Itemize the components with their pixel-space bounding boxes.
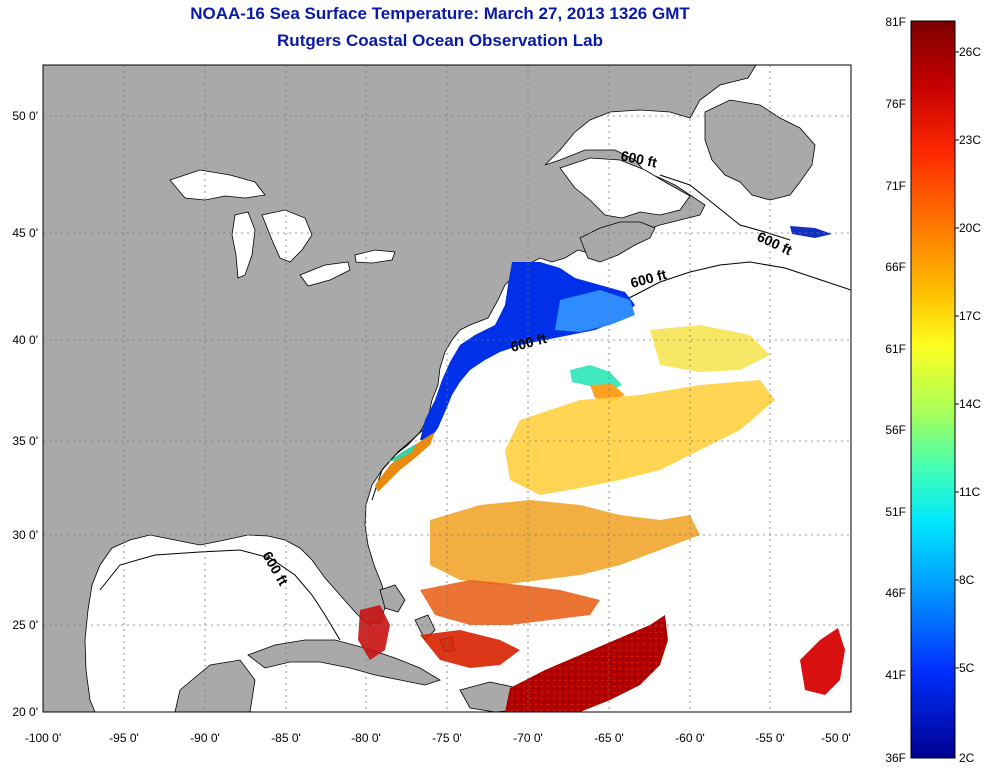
colorbar-f-label: 81F	[885, 15, 906, 29]
lake-superior	[169, 169, 266, 201]
land-newfoundland	[704, 99, 816, 201]
lat-tick-label: 35 0'	[12, 434, 38, 448]
land-cuba	[247, 639, 441, 686]
gulf-st-lawrence	[559, 157, 691, 219]
colorbar: 81F 76F 71F 66F 61F 56F 51F 46F 41F 36F …	[885, 15, 981, 765]
lake-erie	[299, 261, 351, 287]
sst-offshore-patches	[358, 325, 775, 668]
lon-tick-label: -70 0'	[513, 731, 543, 745]
lon-tick-label: -60 0'	[675, 731, 705, 745]
land-north-america	[43, 65, 757, 712]
colorbar-c-label: 11C	[959, 485, 980, 499]
map-gridlines	[43, 65, 851, 712]
sst-gulfstream-edge	[375, 432, 435, 492]
colorbar-f-label: 51F	[885, 505, 906, 519]
colorbar-f-label: 36F	[885, 751, 906, 765]
map-frame	[42, 64, 852, 713]
map-title: NOAA-16 Sea Surface Temperature: March 2…	[190, 4, 690, 23]
lake-ontario	[354, 249, 396, 264]
colorbar-c-label: 26C	[959, 45, 981, 59]
colorbar-c-label: 23C	[959, 133, 981, 147]
land-yucatan	[174, 659, 256, 712]
lat-tick-label: 20 0'	[12, 705, 38, 719]
colorbar-f-label: 76F	[885, 97, 906, 111]
lon-tick-label: -100 0'	[25, 731, 61, 745]
colorbar-c-label: 17C	[959, 309, 981, 323]
colorbar-f-label: 61F	[885, 342, 906, 356]
colorbar-c-label: 5C	[959, 661, 975, 675]
lake-huron	[261, 209, 313, 263]
lon-tick-label: -55 0'	[755, 731, 785, 745]
colorbar-c-label: 14C	[959, 397, 981, 411]
sst-warm-patch-east	[800, 628, 845, 695]
colorbar-c-label: 8C	[959, 573, 975, 587]
lon-tick-label: -50 0'	[821, 731, 851, 745]
lon-tick-label: -95 0'	[109, 731, 139, 745]
sst-cold-patch-newfoundland	[790, 226, 832, 238]
lat-tick-label: 25 0'	[12, 618, 38, 632]
sst-warm-patch-southeast	[505, 615, 668, 712]
lon-tick-label: -85 0'	[271, 731, 301, 745]
colorbar-f-label: 56F	[885, 423, 906, 437]
colorbar-f-label: 66F	[885, 260, 906, 274]
lat-tick-label: 30 0'	[12, 528, 38, 542]
sst-gulfstream-cyan	[388, 444, 416, 462]
map-subtitle: Rutgers Coastal Ocean Observation Lab	[277, 31, 603, 50]
lat-tick-label: 40 0'	[12, 333, 38, 347]
colorbar-c-label: 2C	[959, 751, 975, 765]
lake-michigan	[231, 211, 256, 279]
colorbar-f-label: 46F	[885, 586, 906, 600]
lat-tick-label: 45 0'	[12, 226, 38, 240]
colorbar-f-label: 41F	[885, 668, 906, 682]
longitude-axis: -100 0' -95 0' -90 0' -85 0' -80 0' -75 …	[25, 731, 851, 745]
colorbar-c-label: 20C	[959, 221, 981, 235]
lon-tick-label: -80 0'	[351, 731, 381, 745]
lat-tick-label: 50 0'	[12, 109, 38, 123]
colorbar-gradient	[910, 20, 956, 759]
contour-label: 600 ft	[619, 147, 658, 170]
land-nova-scotia	[579, 221, 656, 263]
latitude-axis: 20 0' 25 0' 30 0' 35 0' 40 0' 45 0' 50 0…	[12, 109, 38, 719]
lon-tick-label: -75 0'	[432, 731, 462, 745]
lon-tick-label: -65 0'	[594, 731, 624, 745]
colorbar-f-label: 71F	[885, 179, 906, 193]
lon-tick-label: -90 0'	[190, 731, 220, 745]
sst-cold-shelf-light	[555, 290, 635, 332]
